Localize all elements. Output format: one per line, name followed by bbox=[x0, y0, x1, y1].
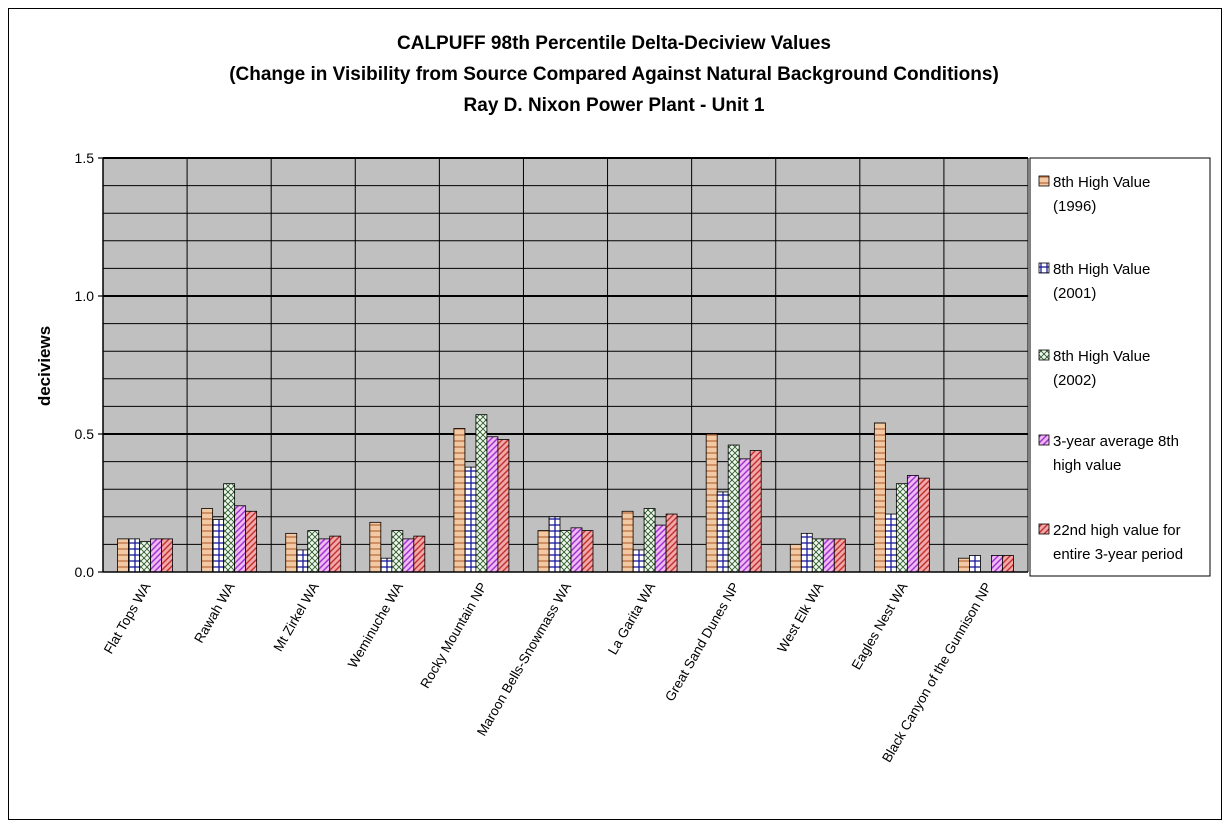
bar bbox=[559, 530, 572, 573]
legend-swatch bbox=[1038, 349, 1050, 361]
bar bbox=[906, 474, 919, 573]
legend-swatch bbox=[1038, 434, 1050, 446]
bars bbox=[117, 414, 1014, 573]
y-tick-labels: 0.0 0.5 1.0 1.5 bbox=[75, 150, 95, 580]
category-label: Eagles Nest WA bbox=[849, 580, 911, 672]
bar bbox=[548, 516, 561, 573]
bar bbox=[833, 538, 846, 573]
bar bbox=[884, 513, 897, 573]
bar bbox=[234, 505, 247, 573]
bar bbox=[318, 538, 331, 573]
chart-title-block: CALPUFF 98th Percentile Delta-Deciview V… bbox=[229, 33, 999, 116]
legend-label: (2001) bbox=[1053, 285, 1096, 302]
category-labels: Flat Tops WA Rawah WA Mt Zirkel WA Weminuch… bbox=[101, 580, 995, 765]
bar bbox=[716, 491, 729, 573]
category-label: Flat Tops WA bbox=[101, 580, 154, 656]
bar bbox=[223, 483, 236, 573]
y-tick-label: 0.0 bbox=[75, 564, 95, 580]
bar bbox=[895, 483, 908, 573]
chart-title-line3: Ray D. Nixon Power Plant - Unit 1 bbox=[464, 95, 765, 116]
legend-label: entire 3-year period bbox=[1053, 546, 1183, 563]
bar bbox=[822, 538, 835, 573]
bar bbox=[643, 508, 656, 573]
category-label: La Garita WA bbox=[605, 580, 658, 657]
axes bbox=[98, 157, 1029, 573]
bar bbox=[873, 422, 886, 573]
bar bbox=[391, 530, 404, 573]
bar bbox=[789, 544, 802, 573]
bar bbox=[917, 477, 930, 573]
bar bbox=[969, 555, 981, 573]
bar bbox=[537, 530, 550, 573]
legend-swatch bbox=[1038, 523, 1050, 535]
bar bbox=[296, 549, 309, 573]
bar bbox=[475, 414, 488, 573]
legend-label: high value bbox=[1053, 457, 1121, 474]
gridlines bbox=[103, 157, 1028, 572]
bar bbox=[212, 519, 225, 573]
legend-label: 8th High Value bbox=[1053, 174, 1150, 191]
bar bbox=[654, 524, 667, 573]
bar bbox=[1002, 555, 1014, 573]
bar bbox=[738, 458, 751, 573]
bar bbox=[329, 535, 342, 573]
category-label: Rawah WA bbox=[191, 580, 238, 646]
legend-label: 3-year average 8th bbox=[1053, 433, 1179, 450]
legend-label: 22nd high value for bbox=[1053, 522, 1181, 539]
legend-label: 8th High Value bbox=[1053, 348, 1150, 365]
category-label: West Elk WA bbox=[774, 580, 826, 655]
bar bbox=[497, 439, 510, 573]
bar bbox=[800, 532, 813, 573]
category-label: Rocky Mountain NP bbox=[417, 580, 490, 691]
bar bbox=[139, 541, 151, 573]
bar bbox=[665, 513, 678, 573]
bar bbox=[307, 530, 320, 573]
bar bbox=[150, 538, 162, 573]
bar bbox=[128, 538, 140, 573]
bar bbox=[464, 466, 477, 573]
y-tick-label: 0.5 bbox=[75, 426, 95, 442]
bar bbox=[369, 521, 382, 573]
legend-label: (1996) bbox=[1053, 198, 1096, 215]
bar bbox=[749, 450, 762, 573]
category-label: Maroon Bells-Snowmass WA bbox=[474, 580, 574, 738]
bar bbox=[201, 508, 214, 573]
bar bbox=[705, 433, 718, 573]
y-tick-label: 1.5 bbox=[75, 150, 95, 166]
bar bbox=[958, 557, 970, 573]
bar bbox=[581, 530, 594, 573]
y-axis-label: deciviews bbox=[35, 326, 54, 406]
y-tick-label: 1.0 bbox=[75, 288, 95, 304]
bar bbox=[245, 510, 258, 573]
chart-title: CALPUFF 98th Percentile Delta-Deciview V… bbox=[397, 33, 831, 54]
category-label: Weminuche WA bbox=[345, 580, 406, 671]
legend-label: (2002) bbox=[1053, 372, 1096, 389]
legend: 8th High Value (1996) 8th High Value (2001)… bbox=[1029, 157, 1211, 577]
legend-swatch bbox=[1038, 262, 1050, 274]
legend-label: 8th High Value bbox=[1053, 261, 1150, 278]
bar bbox=[402, 538, 415, 573]
bar bbox=[811, 538, 824, 573]
bar bbox=[632, 549, 645, 573]
bar bbox=[486, 436, 499, 573]
bar bbox=[380, 557, 393, 573]
legend-swatch bbox=[1038, 175, 1050, 187]
bar bbox=[413, 535, 426, 573]
bar bbox=[991, 555, 1003, 573]
bar bbox=[117, 538, 129, 573]
bar bbox=[621, 510, 634, 573]
bar bbox=[161, 538, 173, 573]
chart-subtitle: (Change in Visibility from Source Compar… bbox=[229, 64, 999, 85]
legend-box bbox=[1029, 157, 1211, 577]
plot-area bbox=[103, 158, 1028, 572]
category-label: Great Sand Dunes NP bbox=[662, 580, 742, 704]
category-label: Mt Zirkel WA bbox=[270, 580, 321, 654]
bar bbox=[453, 428, 466, 573]
bar bbox=[285, 532, 298, 573]
bar bbox=[570, 527, 583, 573]
bar bbox=[727, 444, 740, 573]
